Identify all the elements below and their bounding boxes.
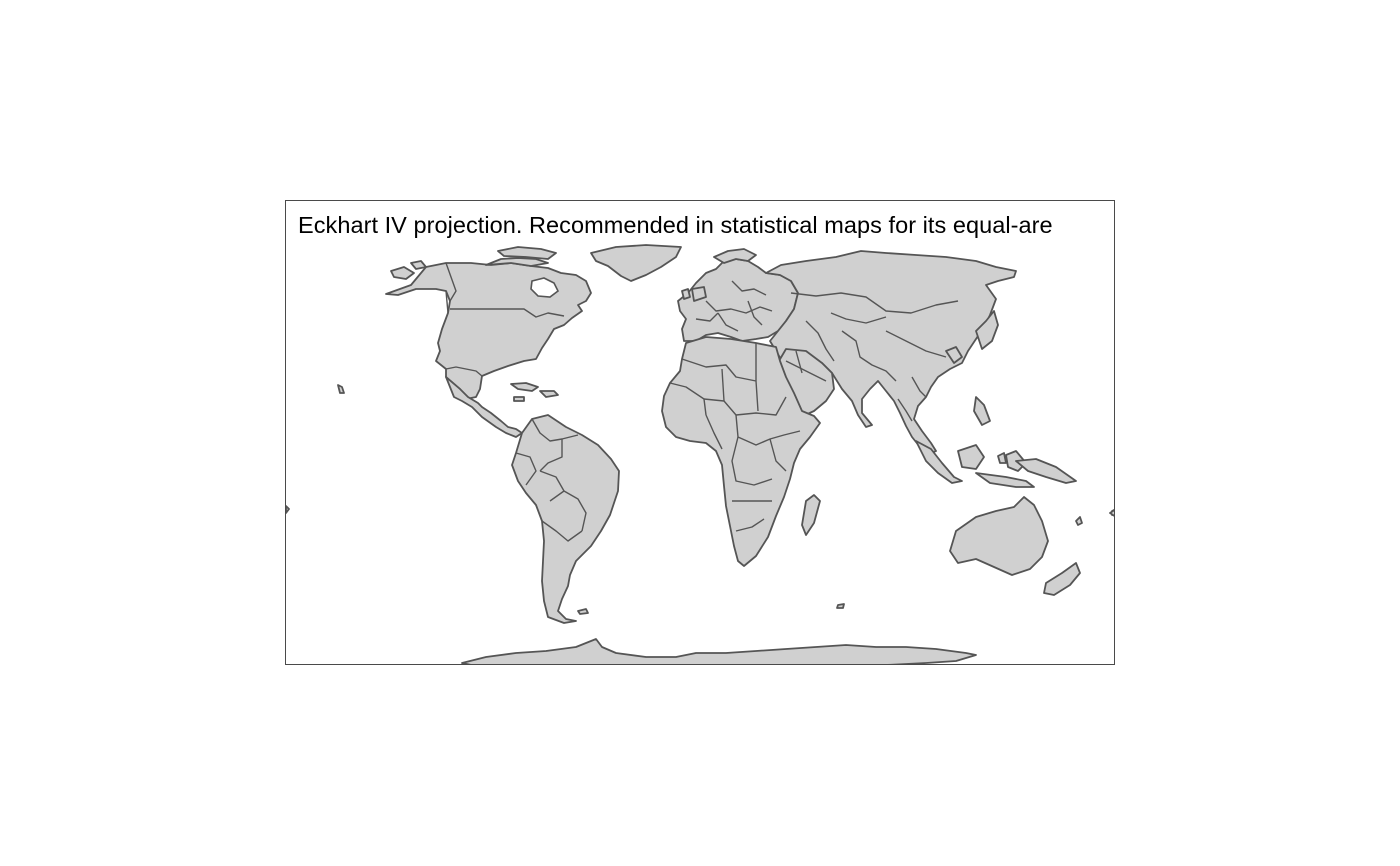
map-title: Eckhart IV projection. Recommended in st… <box>298 212 1053 238</box>
edge-island-right <box>1109 509 1114 517</box>
north-america <box>385 244 682 400</box>
map-panel: Eckhart IV projection. Recommended in st… <box>285 200 1115 665</box>
world-map <box>286 244 1114 664</box>
southern-island <box>836 603 845 609</box>
antarctica <box>461 638 977 664</box>
australia <box>949 496 1083 596</box>
edge-island-left <box>286 505 290 514</box>
africa <box>661 336 821 567</box>
south-america <box>511 414 620 624</box>
